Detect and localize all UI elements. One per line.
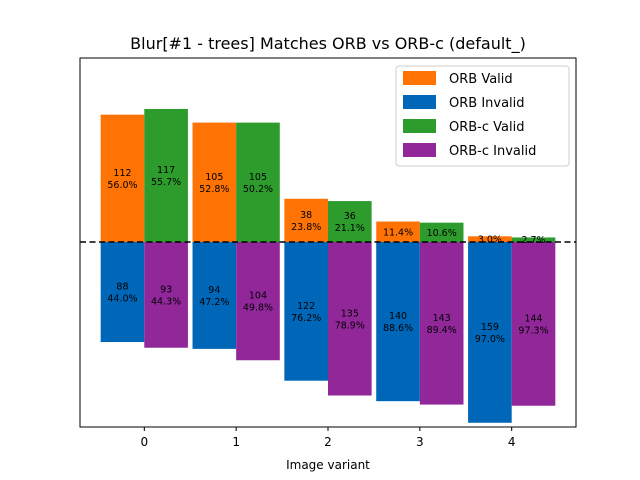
bar-label: 38 [300,210,312,221]
bar-label: 23.8% [291,222,321,233]
bar-label: 143 [433,313,451,324]
bar-label: 117 [157,165,175,176]
legend-frame [395,65,570,167]
bar-label: 88.6% [383,323,413,334]
bar-label: 78.9% [335,320,365,331]
bar-label: 140 [389,311,407,322]
bar-label: 49.8% [243,303,273,314]
x-tick-label: 4 [508,435,516,449]
bar-orb-c-invalid-4 [511,242,556,406]
legend-entry-label: ORB-c Invalid [449,144,536,159]
bar-label: 112 [113,168,131,179]
bar-label: 36 [344,211,356,222]
bar-orb-invalid-4 [468,242,512,423]
legend-swatch [403,143,436,157]
bar-label: 47.2% [199,297,229,308]
legend-swatch [403,95,436,109]
bar-label: 55.7% [151,177,181,188]
legend-entry-label: ORB Valid [449,72,513,87]
bar-label: 2.7% [521,235,545,246]
bar-label: 105 [249,172,267,183]
bar-label: 122 [297,301,315,312]
bar-orb-c-valid-1 [236,122,280,242]
bar-label: 76.2% [291,313,321,324]
bar-label: 50.2% [243,184,273,195]
bar-label: 44.3% [151,296,181,307]
bar-label: 52.8% [199,184,229,195]
bar-label: 159 [481,322,499,333]
bar-orb-c-invalid-0 [144,242,188,348]
legend: ORB Valid ORB Invalid ORB-c Valid ORB-c Inv… [395,65,570,167]
bar-label: 88 [116,282,128,293]
bar-label: 144 [524,313,542,324]
bar-orb-valid-3 [376,221,420,242]
x-axis-label: Image variant [286,458,370,472]
x-ticks: 0 1 2 3 4 [140,427,516,449]
bar-label: 10.6% [427,228,457,239]
bar-orb-valid-0 [100,114,145,242]
x-tick-label: 2 [324,435,332,449]
bar-label: 3.0% [478,235,502,246]
legend-entry-label: ORB-c Valid [449,120,524,135]
bar-orb-valid-1 [192,122,237,242]
bar-orb-valid-4 [468,236,512,242]
bar-orb-c-valid-0 [144,108,188,242]
bar-orb-valid-2 [284,198,328,242]
bar-orb-c-valid-3 [419,222,464,242]
bar-label: 44.0% [107,294,137,305]
bar-orb-invalid-2 [284,242,328,381]
bar-label: 56.0% [107,180,137,191]
bar-label: 97.0% [475,334,505,345]
bar-label: 135 [341,308,359,319]
bar-label: 93 [160,284,172,295]
bar-orb-c-invalid-3 [419,242,464,405]
bar-label: 105 [205,172,223,183]
bar-orb-invalid-0 [100,242,145,343]
bar-label: 97.3% [518,325,548,336]
legend-swatch [403,119,436,133]
bar-label: 94 [208,285,220,296]
x-tick-label: 1 [232,435,240,449]
chart-title: Blur[#1 - trees] Matches ORB vs ORB-c (d… [130,34,526,54]
x-tick-label: 0 [140,435,148,449]
bar-orb-c-invalid-2 [328,242,372,396]
bars-layer [100,108,556,423]
x-tick-label: 3 [416,435,424,449]
bar-orb-c-invalid-1 [236,242,280,361]
bar-orb-invalid-3 [376,242,420,402]
bar-orb-c-valid-2 [328,201,372,242]
bar-label: 104 [249,291,267,302]
legend-entry-label: ORB Invalid [449,96,525,111]
bar-label: 11.4% [383,227,413,238]
legend-swatch [403,71,436,85]
bar-orb-c-valid-4 [511,237,556,242]
bar-label: 21.1% [335,223,365,234]
bar-label: 89.4% [427,325,457,336]
bar-orb-invalid-1 [192,242,237,349]
